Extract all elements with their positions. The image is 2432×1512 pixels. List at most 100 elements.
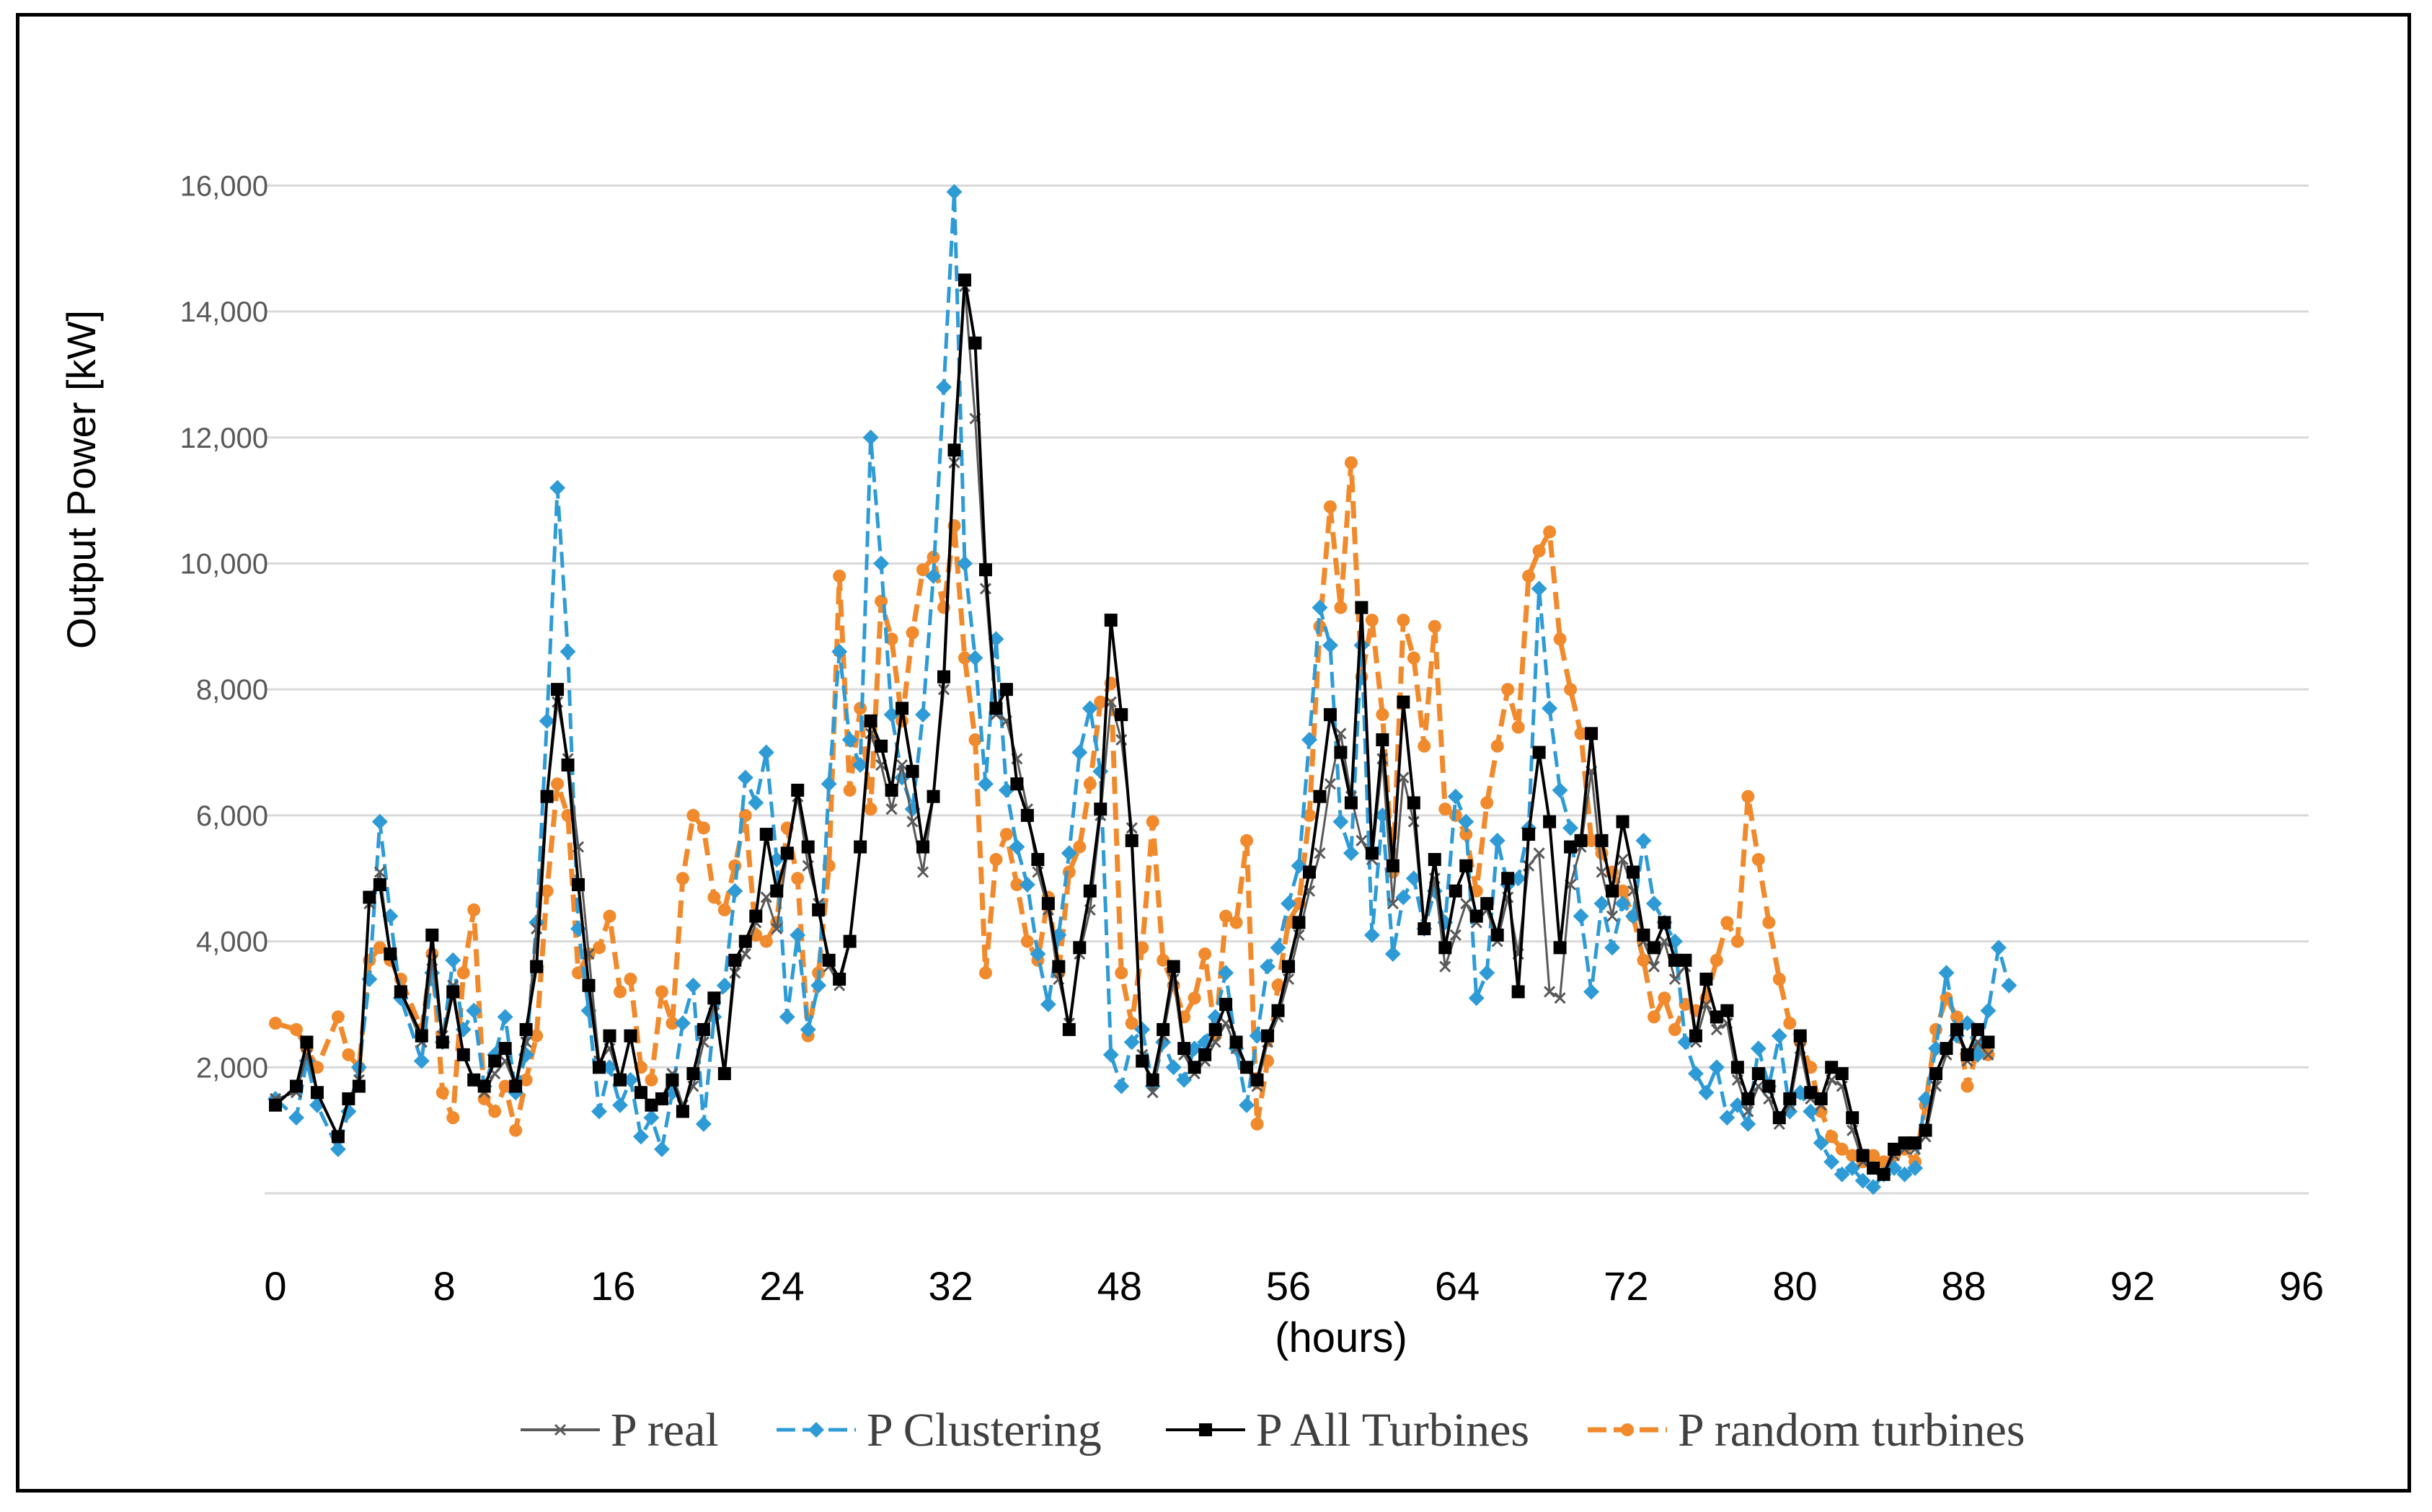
data-point xyxy=(1720,1004,1734,1017)
data-point xyxy=(1771,1027,1787,1044)
data-point xyxy=(1562,820,1579,836)
data-point xyxy=(1679,953,1692,967)
legend-label: P random turbines xyxy=(1678,1404,2025,1456)
data-point xyxy=(1052,960,1066,973)
data-point xyxy=(1418,922,1431,936)
data-point xyxy=(791,872,805,885)
data-point xyxy=(1405,870,1422,887)
data-point xyxy=(1376,708,1389,722)
data-point xyxy=(843,934,857,948)
data-point xyxy=(624,973,637,986)
data-point xyxy=(1356,834,1368,846)
data-point xyxy=(1960,1079,1974,1093)
data-point xyxy=(967,650,983,666)
data-point xyxy=(1260,958,1276,975)
data-point xyxy=(1938,965,1955,981)
data-point xyxy=(1407,651,1420,665)
y-tick-label: 6,000 xyxy=(196,800,268,832)
data-point xyxy=(1365,614,1379,627)
data-point xyxy=(1846,1149,1860,1162)
data-point xyxy=(593,941,606,955)
data-point xyxy=(582,978,596,992)
data-point xyxy=(1804,1086,1818,1100)
data-point xyxy=(1240,1061,1254,1074)
data-point xyxy=(1313,790,1327,803)
data-point xyxy=(330,1141,346,1157)
data-point xyxy=(1198,947,1212,961)
data-point xyxy=(1094,803,1107,816)
x-tick-label: 80 xyxy=(1772,1263,1817,1309)
data-point xyxy=(1469,909,1483,923)
x-axis-ticks: 0 8 16 24 32 48 56 64 72 80 88 92 96 xyxy=(264,1263,2324,1309)
data-point xyxy=(1542,700,1558,717)
data-point xyxy=(1428,853,1441,867)
x-tick-label: 16 xyxy=(591,1263,635,1309)
data-point xyxy=(1751,1067,1765,1081)
data-point xyxy=(1783,1092,1797,1105)
data-point xyxy=(885,803,898,815)
data-point xyxy=(373,941,386,955)
data-point xyxy=(915,707,932,723)
data-point xyxy=(1344,796,1358,810)
data-point xyxy=(1312,599,1328,616)
data-point xyxy=(1459,828,1473,841)
data-point xyxy=(1447,788,1464,805)
data-point xyxy=(956,555,973,572)
data-point xyxy=(1480,796,1494,810)
data-point xyxy=(728,859,742,872)
data-point xyxy=(1543,525,1557,539)
data-point xyxy=(1835,1067,1849,1081)
data-point xyxy=(843,783,857,797)
data-point xyxy=(1854,1172,1871,1189)
data-point xyxy=(916,840,930,854)
data-point xyxy=(1343,845,1359,862)
data-point xyxy=(1980,1002,1997,1019)
data-point xyxy=(1606,884,1619,898)
data-point xyxy=(1323,708,1337,722)
data-point xyxy=(1564,840,1578,854)
data-point xyxy=(1511,720,1525,734)
data-point xyxy=(540,790,554,803)
data-point xyxy=(906,815,919,828)
data-point xyxy=(1125,834,1138,847)
data-point xyxy=(342,1048,355,1061)
data-point xyxy=(833,973,846,986)
data-point xyxy=(1950,1022,1964,1036)
data-point xyxy=(854,840,867,854)
data-point xyxy=(1322,637,1338,654)
data-point xyxy=(1198,1048,1212,1061)
data-point xyxy=(958,651,971,665)
data-point xyxy=(812,903,826,916)
data-point xyxy=(2001,977,2017,994)
data-point xyxy=(435,1035,449,1049)
data-point xyxy=(1865,1179,1882,1195)
data-point xyxy=(1353,637,1370,654)
data-point xyxy=(1188,991,1201,1005)
data-point xyxy=(1010,777,1024,791)
data-point xyxy=(653,1141,670,1157)
data-point xyxy=(1544,986,1556,998)
data-point xyxy=(790,927,806,943)
legend-item: P random turbines xyxy=(1588,1404,2025,1456)
data-point xyxy=(864,714,877,728)
data-point xyxy=(1020,808,1034,822)
data-point xyxy=(1009,839,1025,855)
data-point xyxy=(446,985,460,999)
data-point xyxy=(1395,889,1412,906)
data-point xyxy=(1825,1061,1839,1074)
data-point xyxy=(925,567,942,584)
data-point xyxy=(1460,898,1472,910)
data-point xyxy=(373,877,386,891)
data-point xyxy=(841,732,858,748)
data-point xyxy=(1564,683,1578,697)
data-point xyxy=(613,985,627,999)
data-point xyxy=(435,1086,449,1100)
data-point xyxy=(1083,777,1097,791)
data-point xyxy=(1762,916,1776,929)
data-point xyxy=(999,828,1013,841)
data-point xyxy=(749,909,763,923)
data-point xyxy=(808,1422,824,1438)
data-point xyxy=(643,1110,660,1126)
data-point xyxy=(645,1073,658,1087)
data-point xyxy=(968,336,982,350)
